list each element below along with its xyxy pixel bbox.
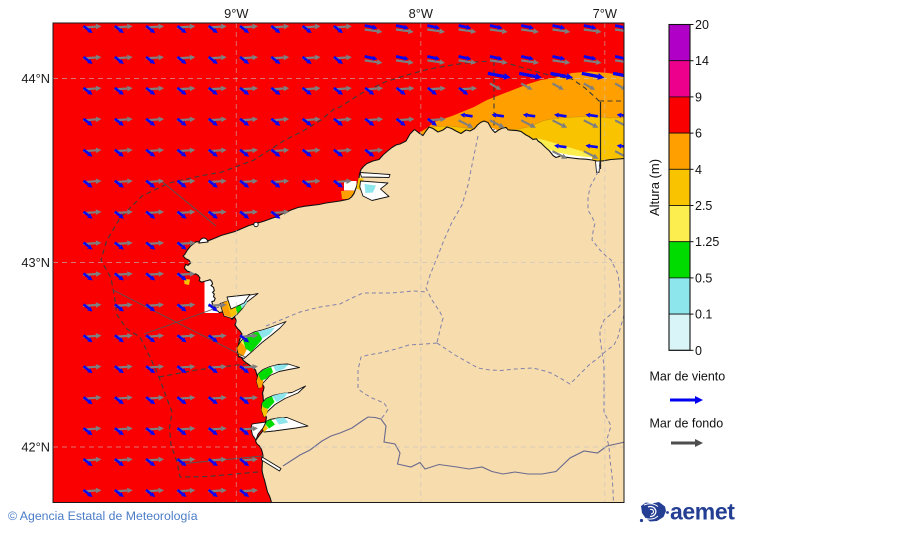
svg-text:2.5: 2.5 [695, 199, 712, 213]
svg-text:43°N: 43°N [21, 255, 50, 270]
svg-text:Altura (m): Altura (m) [647, 159, 662, 216]
svg-text:aemet: aemet [670, 499, 735, 525]
svg-text:9: 9 [695, 90, 702, 104]
svg-text:Mar de viento: Mar de viento [650, 370, 726, 384]
svg-text:0.1: 0.1 [695, 308, 712, 322]
svg-text:6: 6 [695, 127, 702, 141]
svg-text:© Agencia Estatal de Meteorolo: © Agencia Estatal de Meteorología [8, 509, 198, 523]
svg-text:7°W: 7°W [593, 6, 618, 21]
svg-text:42°N: 42°N [21, 440, 50, 455]
svg-text:20: 20 [695, 18, 709, 32]
svg-text:Mar de fondo: Mar de fondo [650, 417, 724, 431]
svg-text:44°N: 44°N [21, 71, 50, 86]
svg-text:1.25: 1.25 [695, 235, 719, 249]
svg-text:14: 14 [695, 54, 709, 68]
svg-text:8°W: 8°W [409, 6, 434, 21]
svg-text:0.5: 0.5 [695, 271, 712, 285]
svg-text:0: 0 [695, 344, 702, 358]
svg-text:4: 4 [695, 163, 702, 177]
svg-text:9°W: 9°W [224, 6, 249, 21]
